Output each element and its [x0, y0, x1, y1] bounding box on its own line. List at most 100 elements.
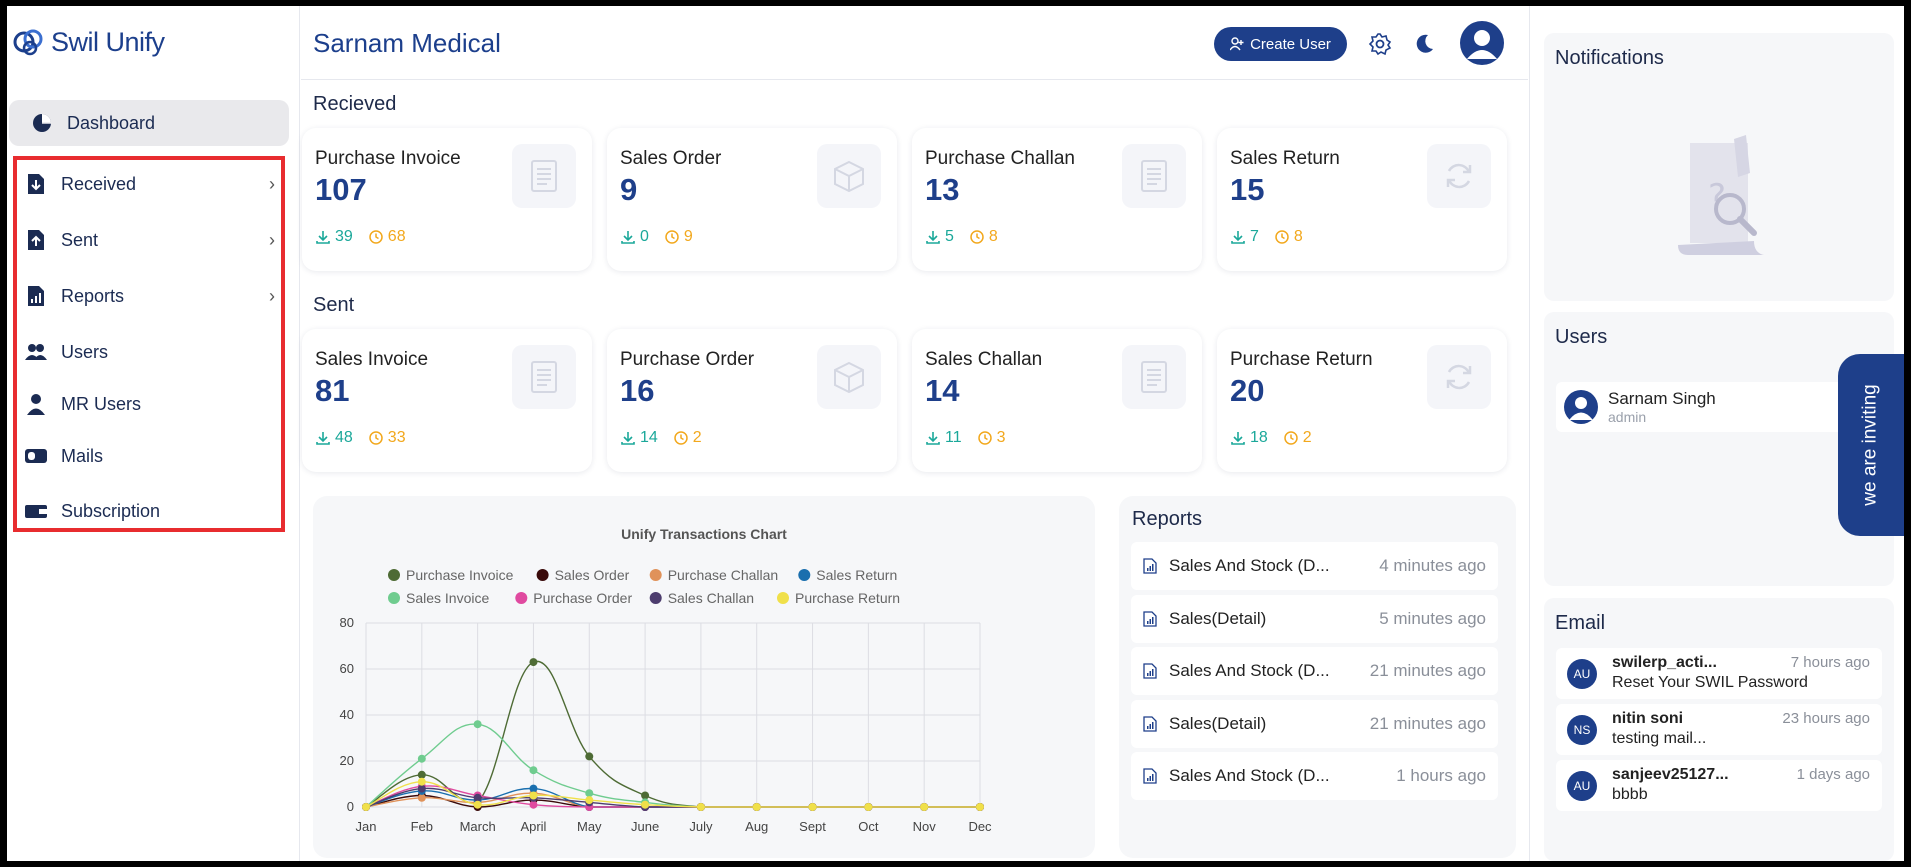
report-file-icon	[1143, 715, 1157, 732]
sent-section-title: Sent	[313, 294, 355, 316]
x-tick-label: Aug	[745, 819, 768, 834]
email-sender: swilerp_acti...	[1612, 654, 1717, 671]
report-icon	[25, 285, 47, 307]
legend-label: Purchase Challan	[668, 567, 779, 583]
card-title: Purchase Return	[1230, 349, 1373, 370]
pie-chart-icon	[31, 112, 53, 134]
logo[interactable]: Swil Unify	[11, 24, 165, 60]
report-row[interactable]: Sales And Stock (D... 21 minutes ago	[1131, 647, 1498, 695]
downloaded-value: 0	[640, 228, 649, 245]
sidebar-item-label: Mails	[61, 445, 104, 466]
user-avatar[interactable]	[1460, 21, 1504, 65]
create-user-button[interactable]: Create User	[1214, 27, 1347, 61]
we-are-inviting-tab[interactable]: we are inviting	[1838, 354, 1904, 536]
pending-value: 8	[988, 228, 998, 245]
x-tick-label: June	[631, 819, 659, 834]
card-title: Purchase Order	[620, 349, 755, 370]
download-icon	[316, 231, 330, 244]
stat-card-sales-return[interactable]: Sales Return 15 7 8	[1217, 128, 1507, 271]
data-point	[808, 803, 817, 811]
sidebar-item-subscription[interactable]: Subscription	[25, 491, 277, 531]
legend-label: Purchase Order	[533, 590, 632, 606]
clock-icon	[977, 431, 992, 445]
report-row[interactable]: Sales And Stock (D... 4 minutes ago	[1131, 542, 1498, 590]
data-point	[696, 803, 705, 811]
stat-card-sales-invoice[interactable]: Sales Invoice 81 48 33	[302, 329, 592, 472]
card-value: 14	[925, 373, 960, 408]
legend-label: Sales Challan	[668, 590, 754, 606]
pending-value: 8	[1293, 228, 1303, 245]
data-point	[473, 720, 482, 729]
card-title: Sales Return	[1230, 148, 1340, 169]
downloaded-count: 7	[1231, 228, 1259, 246]
card-value: 15	[1230, 172, 1265, 207]
stat-card-purchase-order[interactable]: Purchase Order 16 14 2	[607, 329, 897, 472]
downloaded-value: 14	[640, 429, 658, 446]
stat-card-purchase-return[interactable]: Purchase Return 20 18 2	[1217, 329, 1507, 472]
x-tick-label: May	[577, 819, 602, 834]
x-tick-label: Nov	[913, 819, 937, 834]
gear-icon[interactable]	[1368, 32, 1392, 56]
card-stats: 48 33	[316, 429, 406, 447]
user-row[interactable]: Sarnam Singh admin	[1556, 382, 1876, 432]
data-point	[529, 784, 538, 793]
card-title: Purchase Invoice	[315, 148, 461, 169]
report-time: 1 hours ago	[1396, 766, 1486, 785]
stat-card-sales-order[interactable]: Sales Order 9 0 9	[607, 128, 897, 271]
clock-icon	[674, 431, 688, 445]
sidebar-item-received[interactable]: Received ›	[25, 164, 277, 204]
card-value: 20	[1230, 373, 1265, 408]
sidebar-item-label: Users	[61, 341, 109, 362]
pending-count: 3	[977, 429, 1006, 447]
sidebar-item-sent[interactable]: Sent ›	[25, 220, 277, 260]
card-title: Sales Order	[620, 148, 722, 169]
data-point	[529, 791, 538, 800]
card-value: 16	[620, 373, 655, 408]
stat-card-purchase-challan[interactable]: Purchase Challan 13 5 8	[912, 128, 1202, 271]
sidebar-item-mr-users[interactable]: MR Users	[25, 384, 277, 424]
create-user-label: Create User	[1250, 35, 1331, 53]
y-tick-label: 40	[340, 707, 354, 722]
sidebar-item-mails[interactable]: Mails	[25, 436, 277, 476]
invoice-icon	[512, 144, 576, 208]
data-point	[417, 754, 426, 763]
chevron-right-icon: ›	[269, 286, 275, 306]
sidebar-item-label: Reports	[61, 285, 125, 306]
moon-icon[interactable]	[1412, 32, 1436, 56]
stat-card-purchase-invoice[interactable]: Purchase Invoice 107 39 68	[302, 128, 592, 271]
sidebar-item-label: Dashboard	[67, 112, 156, 133]
sidebar-item-dashboard[interactable]: Dashboard	[9, 100, 289, 146]
legend-swatch	[649, 592, 662, 604]
transactions-chart-panel: Unify Transactions Chart 0 20 40 60 80 Jan Feb…	[313, 496, 1095, 858]
sender-avatar: AU	[1567, 659, 1597, 689]
download-icon	[1231, 231, 1245, 244]
report-name: Sales(Detail)	[1169, 608, 1267, 628]
card-value: 107	[315, 172, 367, 207]
user-name: Sarnam Singh	[1608, 389, 1716, 408]
email-row[interactable]: AU sanjeev25127... 1 days ago bbbb	[1556, 760, 1882, 811]
email-title: Email	[1555, 612, 1606, 634]
data-point	[529, 766, 538, 775]
sidebar-item-label: Received	[61, 173, 137, 194]
download-icon	[621, 432, 635, 445]
pending-value: 3	[996, 429, 1006, 446]
report-name: Sales And Stock (D...	[1169, 766, 1330, 785]
transactions-chart: 0 20 40 60 80 Jan Feb March April May June July Aug S…	[340, 567, 993, 834]
sidebar-item-reports[interactable]: Reports ›	[25, 276, 277, 316]
report-time: 5 minutes ago	[1379, 608, 1486, 628]
download-icon	[621, 231, 635, 244]
data-point	[585, 789, 594, 798]
data-point	[641, 800, 650, 809]
report-time: 21 minutes ago	[1369, 713, 1486, 733]
sidebar-item-label: MR Users	[61, 393, 141, 414]
pending-count: 9	[665, 228, 693, 246]
sidebar-item-users[interactable]: Users	[25, 332, 277, 372]
pending-count: 8	[970, 228, 998, 246]
stat-card-sales-challan[interactable]: Sales Challan 14 11 3	[912, 329, 1202, 472]
report-row[interactable]: Sales(Detail) 21 minutes ago	[1131, 699, 1498, 748]
email-row[interactable]: NS nitin soni 23 hours ago testing mail...	[1556, 704, 1882, 755]
email-row[interactable]: AU swilerp_acti... 7 hours ago Reset Your S…	[1556, 648, 1882, 699]
report-row[interactable]: Sales(Detail) 5 minutes ago	[1131, 594, 1498, 643]
report-row[interactable]: Sales And Stock (D... 1 hours ago	[1131, 752, 1498, 800]
